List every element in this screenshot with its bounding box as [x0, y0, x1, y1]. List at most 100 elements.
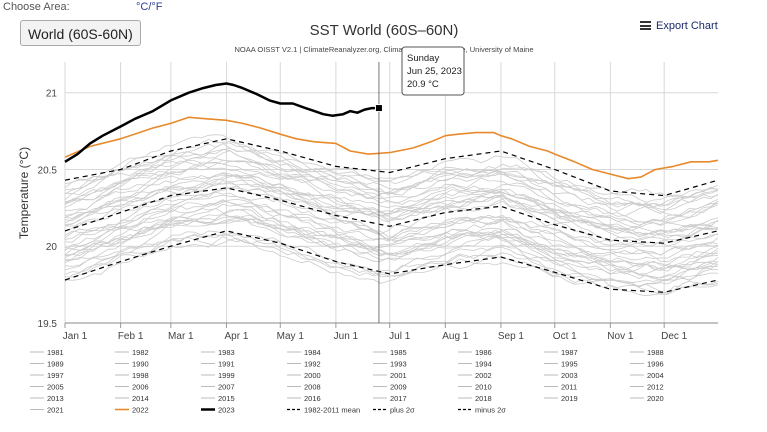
legend-item[interactable]: 2003 — [544, 371, 578, 380]
series-line-2022 — [64, 116, 719, 180]
legend-label: 1991 — [218, 360, 235, 369]
series-line-2002 — [64, 182, 719, 238]
legend-label: 1996 — [647, 360, 664, 369]
legend-label: 1995 — [561, 360, 578, 369]
legend-item[interactable]: 2019 — [544, 394, 578, 403]
legend-item[interactable]: 1997 — [30, 371, 64, 380]
x-tick-label: May 1 — [277, 331, 305, 342]
legend-label: 1984 — [304, 348, 321, 357]
legend-item[interactable]: minus 2σ — [458, 406, 506, 415]
legend-item[interactable]: 2015 — [201, 394, 235, 403]
legend-label: 1982-2011 mean — [304, 406, 360, 415]
tooltip-layer: Sunday Jun 25, 2023 20.9 °C — [374, 46, 465, 323]
y-tick-label: 21 — [46, 89, 58, 100]
legend-item[interactable]: 1992 — [287, 360, 321, 369]
series-line-1999 — [64, 187, 719, 256]
legend-item[interactable]: 2013 — [30, 394, 64, 403]
legend-item[interactable]: 2009 — [373, 383, 407, 392]
tooltip-text: 20.9 °C — [407, 79, 439, 90]
choose-area-label: Choose Area: — [3, 1, 70, 13]
legend-item[interactable]: 2000 — [287, 371, 321, 380]
legend-item[interactable]: 2016 — [287, 394, 321, 403]
series-line-1985 — [64, 233, 719, 295]
legend-item[interactable]: 1981 — [30, 348, 64, 357]
legend-label: 1999 — [218, 371, 235, 380]
legend-item[interactable]: 1984 — [287, 348, 321, 357]
legend-item[interactable]: 2023 — [201, 406, 235, 415]
legend-item[interactable]: 2004 — [630, 371, 664, 380]
legend-item[interactable]: 2010 — [458, 383, 492, 392]
legend-item[interactable]: 1990 — [115, 360, 149, 369]
legend-item[interactable]: 1993 — [373, 360, 407, 369]
legend-label: 1992 — [304, 360, 321, 369]
legend-label: 2023 — [218, 406, 235, 415]
legend-label: 2017 — [390, 394, 407, 403]
legend-label: 1986 — [475, 348, 492, 357]
series-line-1992 — [64, 199, 719, 268]
legend-item[interactable]: 2005 — [30, 383, 64, 392]
legend-item[interactable]: 1999 — [201, 371, 235, 380]
y-tick-label: 20.5 — [38, 165, 58, 176]
x-tick-label: Sep 1 — [498, 331, 525, 342]
legend-label: 2013 — [47, 394, 64, 403]
legend-label: minus 2σ — [475, 406, 506, 415]
series-line-2012 — [64, 161, 719, 226]
legend-item[interactable]: 1989 — [30, 360, 64, 369]
legend-item[interactable]: 1986 — [458, 348, 492, 357]
legend-item[interactable]: 2006 — [115, 383, 149, 392]
tooltip-box — [401, 46, 465, 96]
legend-label: 1988 — [647, 348, 664, 357]
legend-item[interactable]: 2020 — [630, 394, 664, 403]
legend-item[interactable]: 1998 — [115, 371, 149, 380]
x-tick-label: Feb 1 — [118, 331, 144, 342]
legend-item[interactable]: 2021 — [30, 406, 64, 415]
legend-item[interactable]: 1982-2011 mean — [287, 406, 360, 415]
legend-label: 1981 — [47, 348, 64, 357]
series-line-2018 — [64, 150, 719, 211]
legend-item[interactable]: 1996 — [630, 360, 664, 369]
legend-item[interactable]: 1983 — [201, 348, 235, 357]
legend-item[interactable]: 2007 — [201, 383, 235, 392]
x-tick-label: Jul 1 — [389, 331, 411, 342]
series-line-2001 — [64, 185, 719, 246]
legend-item[interactable]: 1988 — [630, 348, 664, 357]
legend-label: 1994 — [475, 360, 492, 369]
chart-subtitle: NOAA OISST V2.1 | ClimateReanalyzer.org,… — [234, 45, 533, 54]
export-chart-button[interactable]: Export Chart — [640, 20, 718, 32]
series-line-2007 — [64, 174, 719, 243]
legend-item[interactable]: 1994 — [458, 360, 492, 369]
y-tick-label: 19.5 — [38, 319, 58, 330]
area-select-button[interactable]: World (60S-60N) — [20, 20, 141, 46]
legend-label: 1983 — [218, 348, 235, 357]
legend-item[interactable]: plus 2σ — [373, 406, 415, 415]
legend-item[interactable]: 1987 — [544, 348, 578, 357]
legend-item[interactable]: 2008 — [287, 383, 321, 392]
legend-item[interactable]: 2018 — [458, 394, 492, 403]
legend-item[interactable]: 2001 — [373, 371, 407, 380]
gray-years-layer — [64, 134, 719, 297]
series-line-2011 — [64, 167, 719, 228]
legend-item[interactable]: 2022 — [115, 406, 149, 415]
legend-item[interactable]: 2017 — [373, 394, 407, 403]
legend-item[interactable]: 2012 — [630, 383, 664, 392]
legend-item[interactable]: 1982 — [115, 348, 149, 357]
legend-item[interactable]: 2002 — [458, 371, 492, 380]
series-line-1995 — [64, 208, 719, 273]
legend-label: plus 2σ — [390, 406, 415, 415]
legend-item[interactable]: 2014 — [115, 394, 149, 403]
legend-item[interactable]: 1995 — [544, 360, 578, 369]
series-line-1982-2011-mean — [64, 187, 719, 244]
x-tick-label: Dec 1 — [661, 331, 688, 342]
unit-toggle-link[interactable]: °C/°F — [136, 1, 163, 13]
legend-item[interactable]: 1991 — [201, 360, 235, 369]
legend-item[interactable]: 2011 — [544, 383, 577, 392]
legend-label: 2018 — [475, 394, 492, 403]
legend-label: 2005 — [47, 383, 64, 392]
legend-item[interactable]: 1985 — [373, 348, 407, 357]
legend-label: 2007 — [218, 383, 235, 392]
legend-label: 1993 — [390, 360, 407, 369]
series-line-1991 — [64, 214, 719, 282]
series-line-2010 — [64, 173, 719, 232]
series-line-2021 — [64, 143, 719, 208]
tooltip-text: Jun 25, 2023 — [407, 66, 462, 77]
